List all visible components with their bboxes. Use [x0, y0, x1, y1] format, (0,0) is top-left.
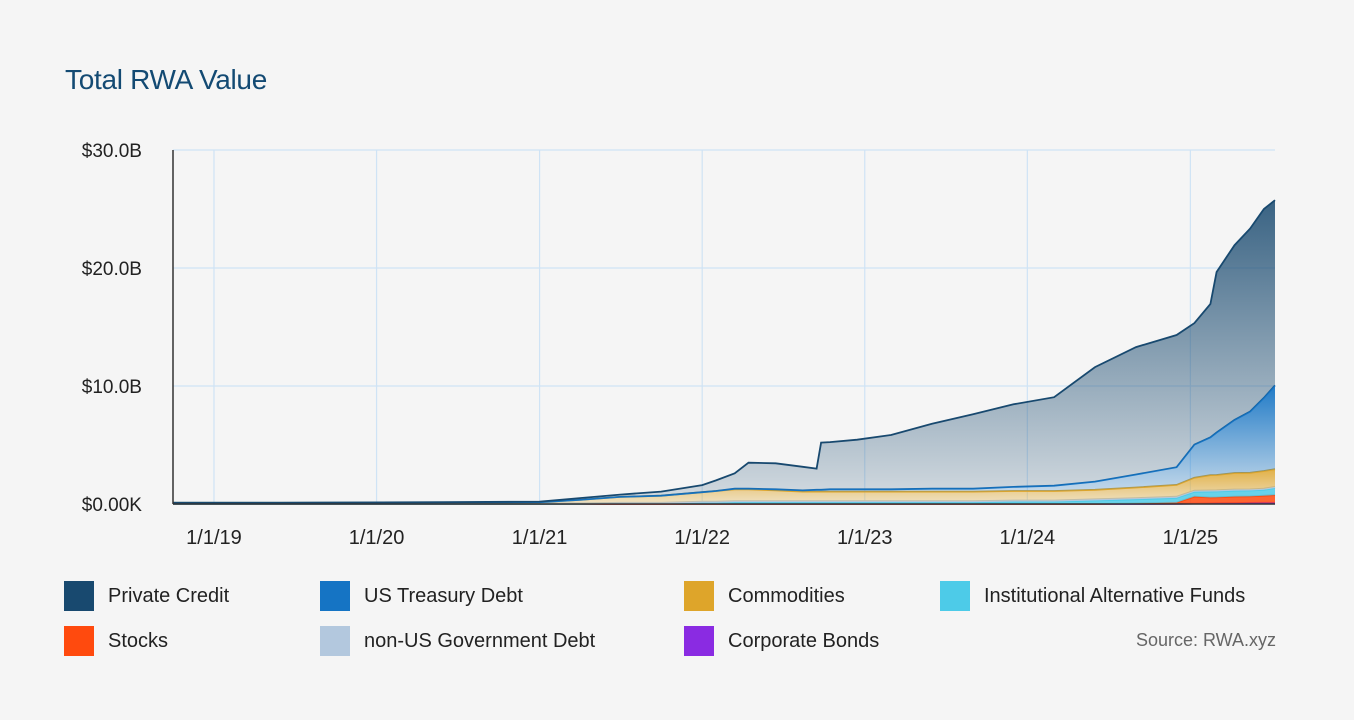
x-tick-label: 1/1/24 [1000, 527, 1056, 549]
x-tick-label: 1/1/22 [674, 527, 730, 549]
line-private-credit [173, 199, 1276, 504]
area-institutional-alternative-funds [173, 488, 1275, 504]
axes [172, 150, 1275, 505]
x-tick-label: 1/1/21 [512, 527, 568, 549]
y-tick-label: $20.0B [82, 259, 142, 280]
legend-item-commodities: Commodities [684, 581, 845, 611]
x-tick-label: 1/1/25 [1163, 527, 1219, 549]
legend-label: US Treasury Debt [364, 584, 523, 607]
legend-swatch [64, 626, 94, 656]
y-axis-ticks: $0.00K $10.0B $20.0B $30.0B [82, 141, 143, 516]
legend-swatch [684, 626, 714, 656]
area-commodities [173, 469, 1275, 504]
legend-label: Corporate Bonds [728, 629, 880, 652]
area-series [173, 199, 1276, 505]
x-tick-label: 1/1/23 [837, 527, 893, 549]
legend-item-us-treasury-debt: US Treasury Debt [320, 581, 523, 611]
legend-swatch [684, 581, 714, 611]
legend-swatch [320, 626, 350, 656]
x-tick-label: 1/1/20 [349, 527, 405, 549]
legend-swatch [940, 581, 970, 611]
x-tick-label: 1/1/19 [186, 527, 242, 549]
legend-item-institutional-alternative-funds: Institutional Alternative Funds [940, 581, 1245, 611]
legend-label: Stocks [108, 629, 169, 652]
legend-swatch [64, 581, 94, 611]
legend-label: non-US Government Debt [364, 629, 596, 652]
legend-label: Commodities [728, 584, 845, 607]
legend-item-private-credit: Private Credit [64, 581, 229, 611]
source-note: Source: RWA.xyz [1135, 630, 1276, 650]
y-tick-label: $10.0B [82, 377, 142, 398]
area-private-credit [173, 200, 1275, 503]
chart-title: Total RWA Value [65, 64, 267, 95]
legend-swatch [320, 581, 350, 611]
legend-label: Institutional Alternative Funds [984, 584, 1246, 607]
y-tick-label: $0.00K [82, 495, 143, 516]
x-axis-ticks: 1/1/19 1/1/20 1/1/21 1/1/22 1/1/23 1/1/24 1/1/… [186, 527, 1218, 549]
legend-label: Private Credit [108, 584, 230, 607]
legend-item-corporate-bonds: Corporate Bonds [684, 626, 879, 656]
legend-item-stocks: Stocks [64, 626, 168, 656]
y-tick-label: $30.0B [82, 141, 142, 162]
legend-item-non-us-government-debt: non-US Government Debt [320, 626, 595, 656]
